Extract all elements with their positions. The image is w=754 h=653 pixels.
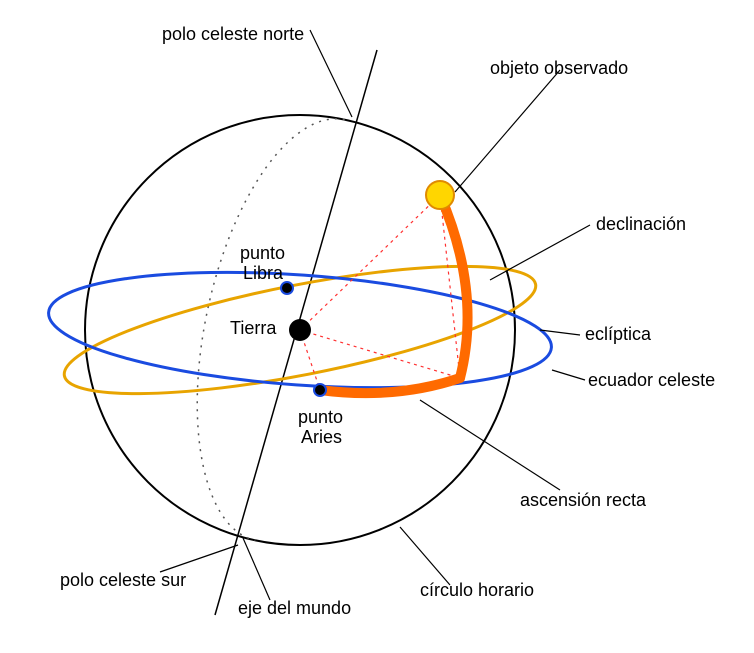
label-eje: eje del mundo bbox=[238, 598, 351, 619]
label-polo-sur: polo celeste sur bbox=[60, 570, 186, 591]
label-ascension: ascensión recta bbox=[520, 490, 646, 511]
label-aries-2: Aries bbox=[301, 427, 342, 448]
label-ecliptica: eclíptica bbox=[585, 324, 651, 345]
label-declinacion: declinación bbox=[596, 214, 686, 235]
label-libra-2: Libra bbox=[243, 263, 283, 284]
label-tierra: Tierra bbox=[230, 318, 276, 339]
label-circulo: círculo horario bbox=[420, 580, 534, 601]
label-objeto: objeto observado bbox=[490, 58, 628, 79]
label-aries-1: punto bbox=[298, 407, 343, 428]
label-polo-norte: polo celeste norte bbox=[162, 24, 304, 45]
label-libra-1: punto bbox=[240, 243, 285, 264]
label-ecuador: ecuador celeste bbox=[588, 370, 715, 391]
celestial-sphere-diagram: { "canvas": { "width": 754, "height": 65… bbox=[0, 0, 754, 653]
